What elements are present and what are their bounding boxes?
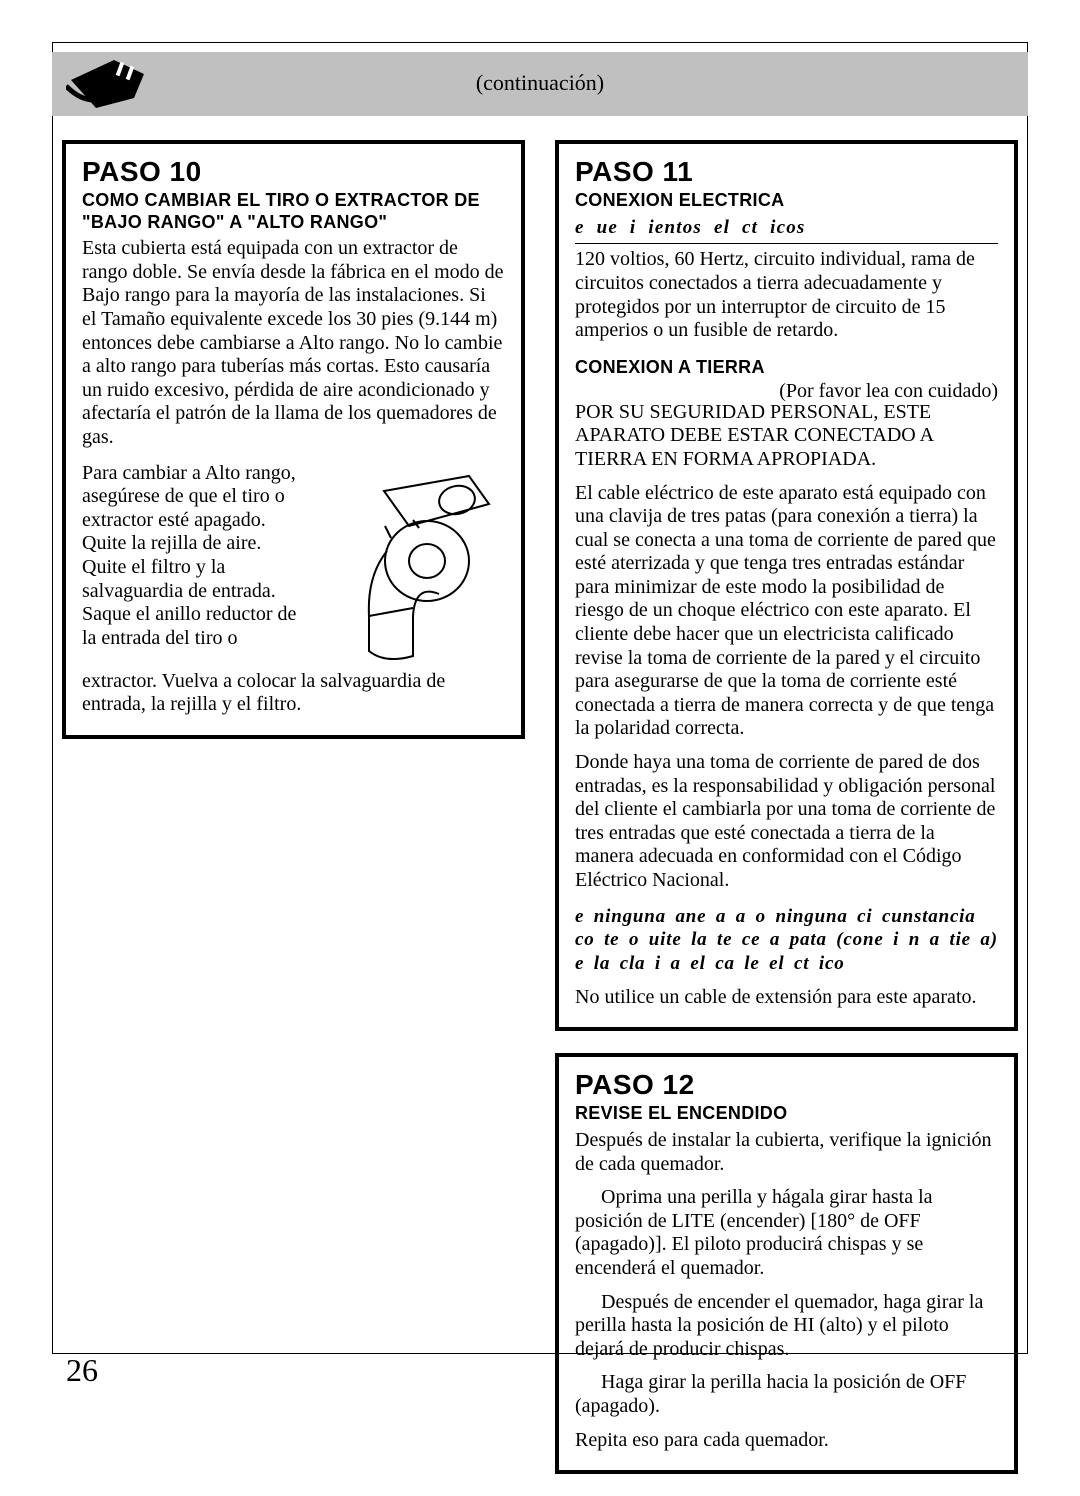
paso12-p3: Después de encender el quemador, haga gi… (575, 1291, 998, 1362)
paso12-p5: Repita eso para cada quemador. (575, 1429, 998, 1453)
paso11-box: PASO 11 CONEXION ELECTRICA e ue i ientos… (555, 140, 1018, 1031)
page-number: 26 (66, 1352, 98, 1389)
paso12-p4: Haga girar la perilla hacia la posición … (575, 1371, 998, 1418)
paso12-sub: REVISE EL ENCENDIDO (575, 1103, 998, 1125)
paso10-float: Para cambiar a Alto rango, asegúrese de … (82, 462, 505, 670)
paso11-p3: El cable eléctrico de este aparato está … (575, 482, 998, 742)
divider (575, 243, 998, 244)
right-column: PASO 11 CONEXION ELECTRICA e ue i ientos… (555, 140, 1018, 1496)
paso11-p2: POR SU SEGURIDAD PERSONAL, ESTE APARATO … (575, 401, 998, 472)
paso11-p5: No utilice un cable de extensión para es… (575, 986, 998, 1010)
paso12-p2: Oprima una perilla y hágala girar hasta … (575, 1186, 998, 1280)
paso11-sub1: CONEXION ELECTRICA (575, 190, 998, 212)
blower-diagram-icon (319, 466, 499, 666)
paso12-p1: Después de instalar la cubierta, verifiq… (575, 1129, 998, 1176)
paso10-p2b: extractor. Vuelva a colocar la salvaguar… (82, 670, 505, 717)
paso11-heading: PASO 11 (575, 156, 998, 188)
continuation-label: (continuación) (0, 70, 1080, 96)
paso12-box: PASO 12 REVISE EL ENCENDIDO Después de i… (555, 1053, 1018, 1474)
paso10-box: PASO 10 COMO CAMBIAR EL TIRO O EXTRACTOR… (62, 140, 525, 739)
paso11-reqline: e ue i ientos el ct icos (575, 216, 998, 240)
paso10-p1: Esta cubierta está equipada con un extra… (82, 237, 505, 449)
left-column: PASO 10 COMO CAMBIAR EL TIRO O EXTRACTOR… (62, 140, 525, 1496)
paso11-warn: e ninguna ane a a o ninguna ci cunstanci… (575, 905, 998, 976)
paso10-heading: PASO 10 (82, 156, 505, 188)
paso11-p4: Donde haya una toma de corriente de pare… (575, 751, 998, 893)
paso11-sub2: CONEXION A TIERRA (575, 357, 998, 378)
content-columns: PASO 10 COMO CAMBIAR EL TIRO O EXTRACTOR… (52, 134, 1028, 1496)
paso10-sub: COMO CAMBIAR EL TIRO O EXTRACTOR DE "BAJ… (82, 190, 505, 233)
paso12-heading: PASO 12 (575, 1069, 998, 1101)
paso11-note: (Por favor lea con cuidado) (575, 380, 998, 403)
paso11-p1: 120 voltios, 60 Hertz, circuito individu… (575, 248, 998, 342)
